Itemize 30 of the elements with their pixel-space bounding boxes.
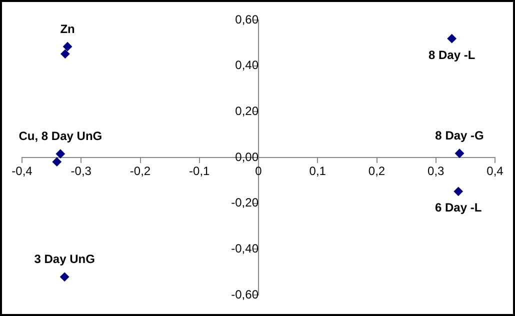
point: [60, 272, 70, 282]
annotation: 6 Day -L: [435, 200, 482, 215]
y-tick-label: -0,20: [231, 196, 259, 210]
y-tick-label: 0,60: [235, 12, 259, 26]
x-tick-label: 0: [255, 164, 262, 178]
y-tick-label: 0,20: [235, 104, 259, 118]
x-tick-label: -0,1: [189, 164, 210, 178]
x-tick-label: 0,4: [486, 164, 504, 178]
point: [455, 148, 464, 158]
x-tick-label: 0,1: [309, 164, 326, 178]
point: [56, 149, 65, 158]
annotation: 8 Day -L: [428, 48, 476, 62]
point: [60, 49, 70, 58]
point: [52, 157, 62, 166]
x-tick-label: -0,4: [12, 164, 33, 178]
y-tick-label: -0,40: [231, 241, 259, 256]
y-tick-label: -0,60: [231, 287, 259, 302]
point: [454, 186, 463, 196]
y-tick-label: 0,40: [235, 58, 259, 72]
x-tick-label: 0,2: [368, 164, 386, 178]
x-tick-label: -0,2: [130, 164, 151, 178]
annotation: 3 Day UnG: [34, 252, 95, 266]
annotation: 8 Day -G: [435, 128, 484, 143]
point: [447, 34, 456, 44]
x-tick-label: -0,3: [70, 164, 92, 178]
y-tick-label: 0,00: [235, 150, 259, 164]
annotation: Cu, 8 Day UnG: [18, 129, 102, 144]
x-tick-label: 0,3: [428, 164, 445, 178]
annotation: Zn: [60, 22, 75, 36]
point: [63, 42, 72, 52]
